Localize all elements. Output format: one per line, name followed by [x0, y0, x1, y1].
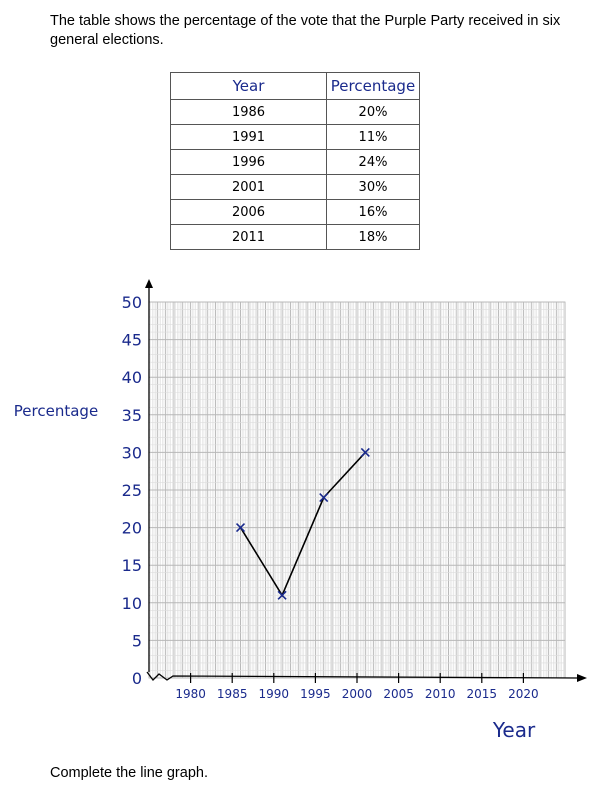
year-cell: 1986: [170, 99, 327, 125]
data-series: [235, 447, 370, 600]
table-row: 1986 20%: [170, 99, 420, 125]
year-cell: 1996: [170, 149, 327, 175]
x-axis-ticks: 1980 1985 1990 1995 2000 2005 2010 2015 2020: [175, 673, 539, 701]
x-tick-label: 1980: [175, 687, 206, 701]
percentage-cell: 16%: [326, 199, 420, 225]
year-cell: 1991: [170, 124, 327, 150]
election-results-table: Year Percentage 1986 20% 1991 11% 1996 2…: [170, 72, 420, 250]
x-tick-label: 2010: [425, 687, 456, 701]
x-tick-label: 2000: [342, 687, 373, 701]
y-tick-label: 0: [132, 669, 142, 688]
table-row: 1996 24%: [170, 149, 420, 175]
question-text: The table shows the percentage of the vo…: [50, 13, 561, 48]
percentage-cell: 18%: [326, 224, 420, 250]
table-row: 2001 30%: [170, 174, 420, 200]
data-point-cross: [360, 447, 370, 457]
y-axis-ticks: 0 5 10 15 20 25 30 35 40 45 50: [122, 293, 142, 688]
column-header-year: Year: [170, 72, 327, 100]
x-tick-label: 2005: [383, 687, 414, 701]
y-tick-label: 30: [122, 443, 142, 462]
percentage-cell: 24%: [326, 149, 420, 175]
y-tick-label: 40: [122, 368, 142, 387]
percentage-cell: 30%: [326, 174, 420, 200]
y-tick-label: 5: [132, 631, 142, 650]
column-header-percentage: Percentage: [326, 72, 420, 100]
y-tick-label: 25: [122, 481, 142, 500]
x-axis-arrow: [577, 674, 587, 682]
table-header-row: Year Percentage: [170, 72, 420, 100]
y-tick-label: 35: [122, 406, 142, 425]
y-tick-label: 45: [122, 331, 142, 350]
x-tick-label: 1995: [300, 687, 331, 701]
y-tick-label: 15: [122, 556, 142, 575]
percentage-cell: 20%: [326, 99, 420, 125]
line-graph: 0 5 10 15 20 25 30 35 40 45 50 1980 1985 1990 1995 200…: [14, 279, 587, 742]
data-point-cross: [277, 590, 287, 600]
x-axis-label: Year: [492, 718, 536, 742]
x-axis-line: [146, 671, 578, 681]
year-cell: 2001: [170, 174, 327, 200]
y-tick-label: 50: [122, 293, 142, 312]
y-axis-label: Percentage: [14, 402, 98, 420]
data-point-cross: [235, 523, 246, 533]
x-tick-label: 1990: [259, 687, 290, 701]
year-cell: 2006: [170, 199, 327, 225]
table-row: 1991 11%: [170, 124, 420, 150]
year-cell: 2011: [170, 224, 327, 250]
y-tick-label: 10: [122, 594, 142, 613]
x-tick-label: 1985: [217, 687, 248, 701]
data-point-cross: [319, 492, 329, 503]
table-row: 2006 16%: [170, 199, 420, 225]
percentage-cell: 11%: [326, 124, 420, 150]
x-tick-label: 2020: [508, 687, 539, 701]
y-axis-arrow: [145, 279, 153, 288]
y-tick-label: 20: [122, 519, 142, 538]
x-tick-label: 2015: [467, 687, 498, 701]
instruction-text: Complete the line graph.: [50, 765, 208, 781]
series-line: [239, 451, 366, 598]
chart-axes: [145, 279, 587, 682]
table-row: 2011 18%: [170, 224, 420, 250]
grid-paper: [148, 301, 566, 679]
